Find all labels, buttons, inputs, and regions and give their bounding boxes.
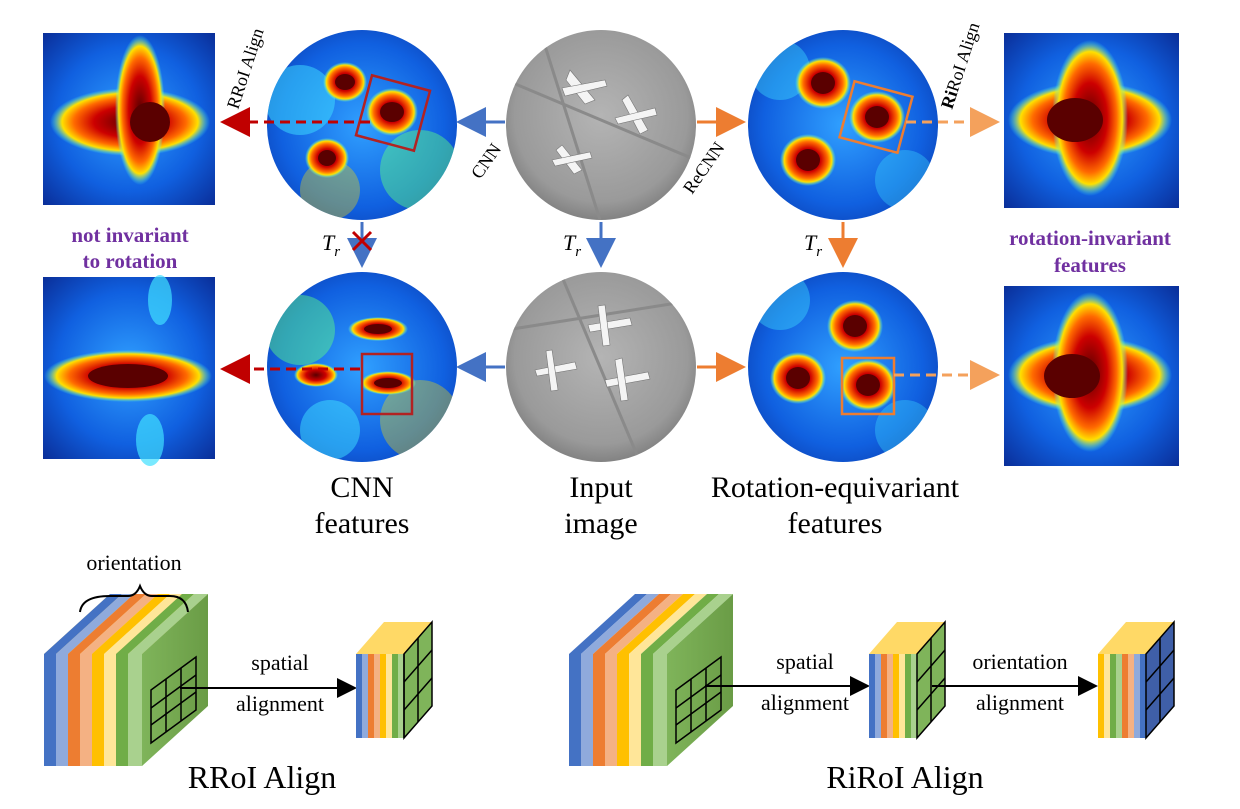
orientation-brace (79, 583, 189, 613)
input-image-bottom (506, 272, 696, 462)
riroi-spatial-label: spatial (776, 649, 833, 674)
rroi-heatmap-top (43, 33, 215, 205)
tr-label-input: Tr (563, 230, 581, 260)
riroi-middle-stack (869, 620, 946, 740)
input-image-top (506, 30, 696, 220)
requiv-caption-line1: Rotation-equivariant (711, 471, 960, 504)
rroi-heatmap-bottom (43, 275, 215, 466)
cnn-caption-line2: features (315, 507, 410, 540)
tr-label-cnn: Tr (322, 230, 340, 260)
rotation-invariant-label-line1: rotation-invariant (1009, 226, 1171, 250)
recnn-feature-circle-bottom (748, 272, 938, 462)
cnn-edge-label: CNN (467, 140, 505, 183)
cnn-caption-line1: CNN (330, 471, 393, 504)
riroi-heatmap-top (1004, 33, 1179, 208)
cnn-feature-circle-bottom (267, 272, 457, 462)
riroi-orientation-label: orientation (972, 649, 1067, 674)
rroi-alignment-label: alignment (236, 691, 324, 716)
riroi-heatmap-bottom (1004, 286, 1179, 466)
orientation-label: orientation (86, 550, 181, 575)
not-invariant-label-line1: not invariant (71, 223, 188, 247)
rroi-align-edge-label: RRoI Align (223, 26, 268, 112)
input-caption-line1: Input (569, 471, 633, 504)
riroi-orientation-alignment-label: alignment (976, 690, 1064, 715)
not-invariant-label-line2: to rotation (83, 249, 178, 273)
cnn-feature-circle-top (267, 30, 457, 220)
riroi-final-stack (1098, 620, 1175, 740)
rroi-align-title: RRoI Align (188, 759, 336, 795)
rroi-spatial-label: spatial (251, 650, 308, 675)
rroi-large-stack (44, 594, 208, 766)
requiv-caption-line2: features (788, 507, 883, 540)
input-caption-line2: image (564, 507, 637, 540)
riroi-alignment-label: alignment (761, 690, 849, 715)
riroi-align-edge-label: RiRoI Align (937, 20, 984, 111)
tr-label-recnn: Tr (804, 230, 822, 260)
recnn-feature-circle-top (748, 30, 938, 220)
cross-mark (351, 230, 373, 252)
rotation-invariant-label-line2: features (1054, 253, 1126, 277)
riroi-align-title: RiRoI Align (826, 759, 983, 795)
rroi-small-stack (356, 620, 433, 740)
riroi-large-stack (569, 594, 733, 766)
